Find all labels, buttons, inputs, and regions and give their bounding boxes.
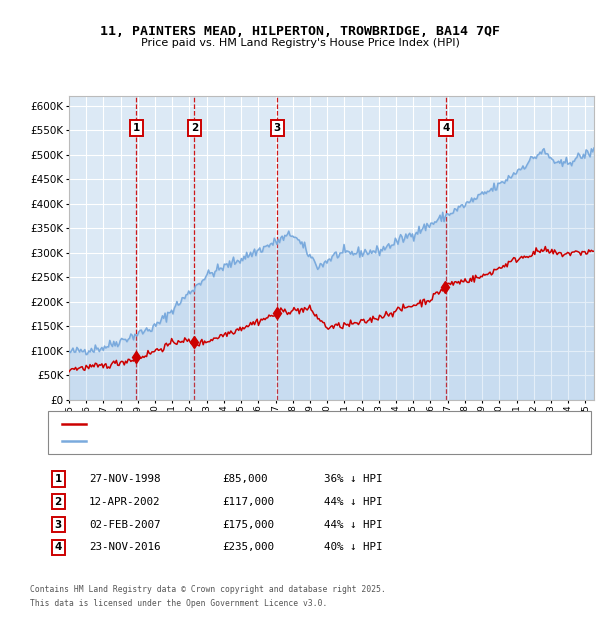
Text: £85,000: £85,000 [222, 474, 268, 484]
Text: 3: 3 [274, 123, 281, 133]
Text: 2: 2 [191, 123, 198, 133]
Text: 23-NOV-2016: 23-NOV-2016 [89, 542, 160, 552]
Text: 1: 1 [55, 474, 62, 484]
Text: 2: 2 [55, 497, 62, 507]
Text: £175,000: £175,000 [222, 520, 274, 529]
Text: Contains HM Land Registry data © Crown copyright and database right 2025.: Contains HM Land Registry data © Crown c… [30, 585, 386, 594]
Text: 3: 3 [55, 520, 62, 529]
Text: Price paid vs. HM Land Registry's House Price Index (HPI): Price paid vs. HM Land Registry's House … [140, 38, 460, 48]
Text: 12-APR-2002: 12-APR-2002 [89, 497, 160, 507]
Text: 40% ↓ HPI: 40% ↓ HPI [324, 542, 383, 552]
Text: 11, PAINTERS MEAD, HILPERTON, TROWBRIDGE, BA14 7QF: 11, PAINTERS MEAD, HILPERTON, TROWBRIDGE… [100, 25, 500, 38]
Text: £235,000: £235,000 [222, 542, 274, 552]
Text: 1: 1 [133, 123, 140, 133]
Text: 4: 4 [442, 123, 449, 133]
Text: 4: 4 [55, 542, 62, 552]
Text: 11, PAINTERS MEAD, HILPERTON, TROWBRIDGE, BA14 7QF (detached house): 11, PAINTERS MEAD, HILPERTON, TROWBRIDGE… [92, 420, 455, 428]
Text: 02-FEB-2007: 02-FEB-2007 [89, 520, 160, 529]
Text: 44% ↓ HPI: 44% ↓ HPI [324, 520, 383, 529]
Text: This data is licensed under the Open Government Licence v3.0.: This data is licensed under the Open Gov… [30, 598, 328, 608]
Text: 44% ↓ HPI: 44% ↓ HPI [324, 497, 383, 507]
Text: 36% ↓ HPI: 36% ↓ HPI [324, 474, 383, 484]
Text: 27-NOV-1998: 27-NOV-1998 [89, 474, 160, 484]
Text: HPI: Average price, detached house, Wiltshire: HPI: Average price, detached house, Wilt… [92, 437, 309, 446]
Text: £117,000: £117,000 [222, 497, 274, 507]
